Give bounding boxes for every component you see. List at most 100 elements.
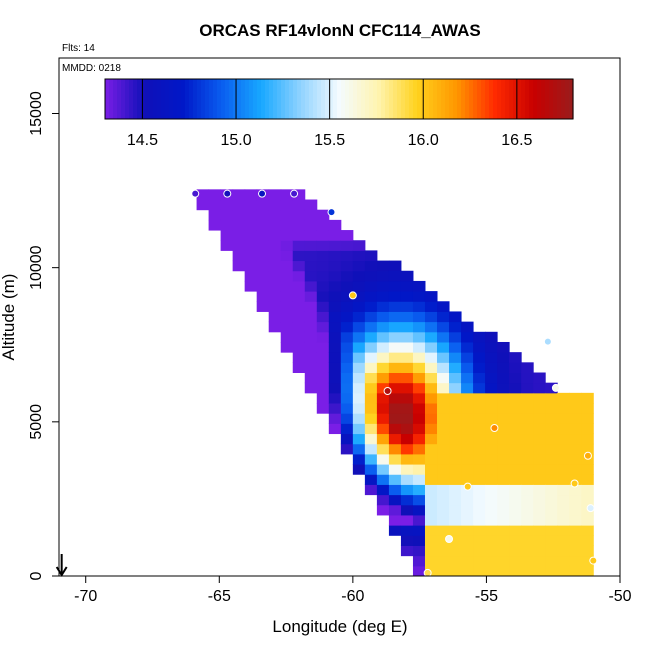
colorbar-segment [149, 79, 154, 119]
heatmap-cell [449, 392, 462, 404]
heatmap-cell [400, 423, 414, 435]
heatmap-cell [364, 321, 378, 333]
heatmap-cell [412, 331, 426, 343]
heatmap-cell [388, 372, 402, 384]
heatmap-cell [424, 372, 438, 384]
heatmap-cell [316, 392, 330, 404]
heatmap-cell [521, 474, 534, 485]
heatmap-cell [304, 352, 318, 363]
heatmap-cell [364, 331, 378, 343]
colorbar-segment [185, 79, 190, 119]
heatmap-cell [388, 504, 402, 516]
heatmap-cell [497, 423, 510, 435]
colorbar-tick-label: 15.5 [314, 132, 345, 149]
heatmap-cell [461, 362, 474, 373]
heatmap-cell [340, 352, 354, 363]
heatmap-cell [509, 403, 522, 414]
heatmap-cell [485, 433, 498, 445]
heatmap-cell [497, 464, 510, 475]
heatmap-cell [232, 219, 246, 231]
heatmap-cell [292, 189, 306, 201]
heatmap-cell [256, 270, 270, 282]
heatmap-cell [437, 301, 450, 312]
colorbar-segment [209, 79, 214, 119]
colorbar-segment [513, 79, 518, 119]
heatmap-cell [533, 372, 546, 384]
heatmap-cell [352, 403, 366, 414]
heatmap-cell [437, 362, 450, 373]
heatmap-cell [437, 372, 450, 384]
heatmap-cell [292, 311, 306, 323]
heatmap-cell [292, 250, 306, 262]
heatmap-cell [292, 240, 306, 251]
heatmap-cell [340, 280, 354, 292]
heatmap-cell [256, 260, 270, 272]
colorbar-segment [453, 79, 458, 119]
colorbar-segment [349, 79, 354, 119]
heatmap-cell [424, 413, 438, 424]
heatmap-cell [569, 525, 582, 536]
heatmap-cell [376, 362, 390, 373]
heatmap-cell [545, 494, 558, 506]
colorbar-segment [265, 79, 270, 119]
heatmap-cell [473, 352, 486, 363]
colorbar-segment [249, 79, 254, 119]
heatmap-cell [268, 311, 282, 323]
heatmap-cell [521, 514, 534, 526]
arrow-head [55, 566, 68, 577]
colorbar-segment [161, 79, 166, 119]
heatmap-cell [244, 260, 258, 272]
heatmap-cell [509, 413, 522, 424]
colorbar-segment [317, 79, 322, 119]
heatmap-cell [437, 423, 450, 435]
y-tick-label: 10000 [28, 245, 45, 290]
heatmap-cell [424, 474, 438, 485]
heatmap-cell [196, 189, 210, 201]
colorbar-segment [245, 79, 250, 119]
heatmap-cell [581, 423, 594, 435]
heatmap-cell [316, 352, 330, 363]
heatmap-cell [581, 565, 594, 577]
heatmap-cell [437, 311, 450, 323]
observation-point [490, 424, 499, 432]
heatmap-cell [557, 555, 570, 567]
heatmap-cell [569, 392, 582, 404]
heatmap-cell [449, 382, 462, 394]
heatmap-cell [557, 494, 570, 506]
observation-point [589, 556, 598, 565]
heatmap-cell [449, 504, 462, 516]
x-tick-label: -65 [208, 588, 231, 605]
heatmap-cell [400, 525, 414, 536]
heatmap-cell [437, 392, 450, 404]
heatmap-cell [364, 341, 378, 353]
heatmap-cell [364, 484, 378, 496]
heatmap-cell [268, 189, 282, 201]
heatmap-cell [292, 270, 306, 282]
heatmap-cell [280, 189, 294, 201]
heatmap-cell [497, 535, 510, 546]
heatmap-cell [412, 291, 426, 302]
heatmap-cell [545, 433, 558, 445]
heatmap-cell [509, 443, 522, 455]
heatmap-cell [268, 321, 282, 333]
heatmap-cell [388, 321, 402, 333]
heatmap-cell [449, 311, 462, 323]
heatmap-cell [376, 494, 390, 506]
heatmap-cell [449, 453, 462, 465]
colorbar-segment [345, 79, 350, 119]
heatmap-cell [352, 453, 366, 465]
heatmap-cell [376, 280, 390, 292]
heatmap-cell [545, 555, 558, 567]
heatmap-cell [352, 240, 366, 251]
heatmap-cell [412, 484, 426, 496]
heatmap-cell [545, 413, 558, 424]
colorbar-segment [337, 79, 342, 119]
heatmap-cell [533, 413, 546, 424]
heatmap-cell [545, 514, 558, 526]
heatmap-cell [376, 321, 390, 333]
heatmap-cell [256, 219, 270, 231]
heatmap-cell [400, 352, 414, 363]
heatmap-cell [304, 280, 318, 292]
heatmap-cell [412, 301, 426, 312]
heatmap-cell [533, 525, 546, 536]
